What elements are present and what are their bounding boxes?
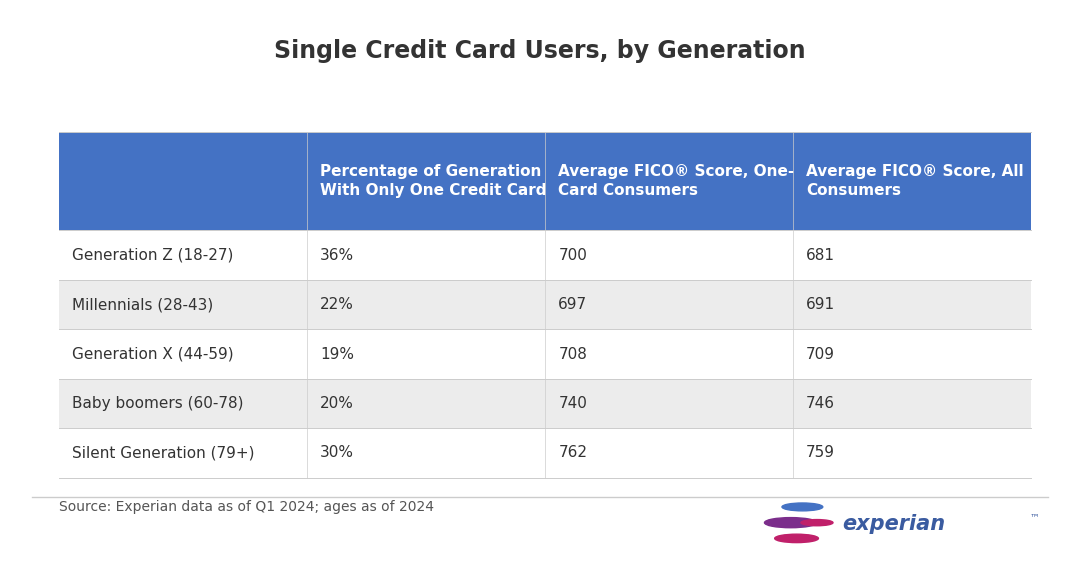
Text: 20%: 20% [320, 396, 354, 411]
Text: Millennials (28-43): Millennials (28-43) [72, 297, 214, 312]
Text: 681: 681 [806, 248, 835, 262]
Text: 22%: 22% [320, 297, 354, 312]
Circle shape [782, 503, 823, 511]
Circle shape [765, 518, 816, 528]
Text: 19%: 19% [320, 347, 354, 361]
Text: 759: 759 [806, 446, 835, 460]
Text: Average FICO® Score, One-
Card Consumers: Average FICO® Score, One- Card Consumers [558, 164, 795, 198]
Text: 740: 740 [558, 396, 588, 411]
Text: 708: 708 [558, 347, 588, 361]
Text: 700: 700 [558, 248, 588, 262]
Text: ™: ™ [1030, 512, 1040, 522]
Text: Generation Z (18-27): Generation Z (18-27) [72, 248, 233, 262]
Text: 762: 762 [558, 446, 588, 460]
Text: Single Credit Card Users, by Generation: Single Credit Card Users, by Generation [274, 39, 806, 64]
Text: experian: experian [841, 514, 945, 534]
Text: 746: 746 [806, 396, 835, 411]
Text: 709: 709 [806, 347, 835, 361]
Circle shape [801, 519, 833, 526]
Text: Baby boomers (60-78): Baby boomers (60-78) [72, 396, 244, 411]
Text: 30%: 30% [320, 446, 354, 460]
Text: 691: 691 [806, 297, 835, 312]
Circle shape [774, 534, 819, 543]
Text: Average FICO® Score, All
Consumers: Average FICO® Score, All Consumers [806, 164, 1024, 198]
Text: Percentage of Generation
With Only One Credit Card: Percentage of Generation With Only One C… [320, 164, 546, 198]
Text: Silent Generation (79+): Silent Generation (79+) [72, 446, 255, 460]
Text: 697: 697 [558, 297, 588, 312]
Text: Source: Experian data as of Q1 2024; ages as of 2024: Source: Experian data as of Q1 2024; age… [59, 500, 434, 514]
Text: 36%: 36% [320, 248, 354, 262]
Text: Generation X (44-59): Generation X (44-59) [72, 347, 234, 361]
